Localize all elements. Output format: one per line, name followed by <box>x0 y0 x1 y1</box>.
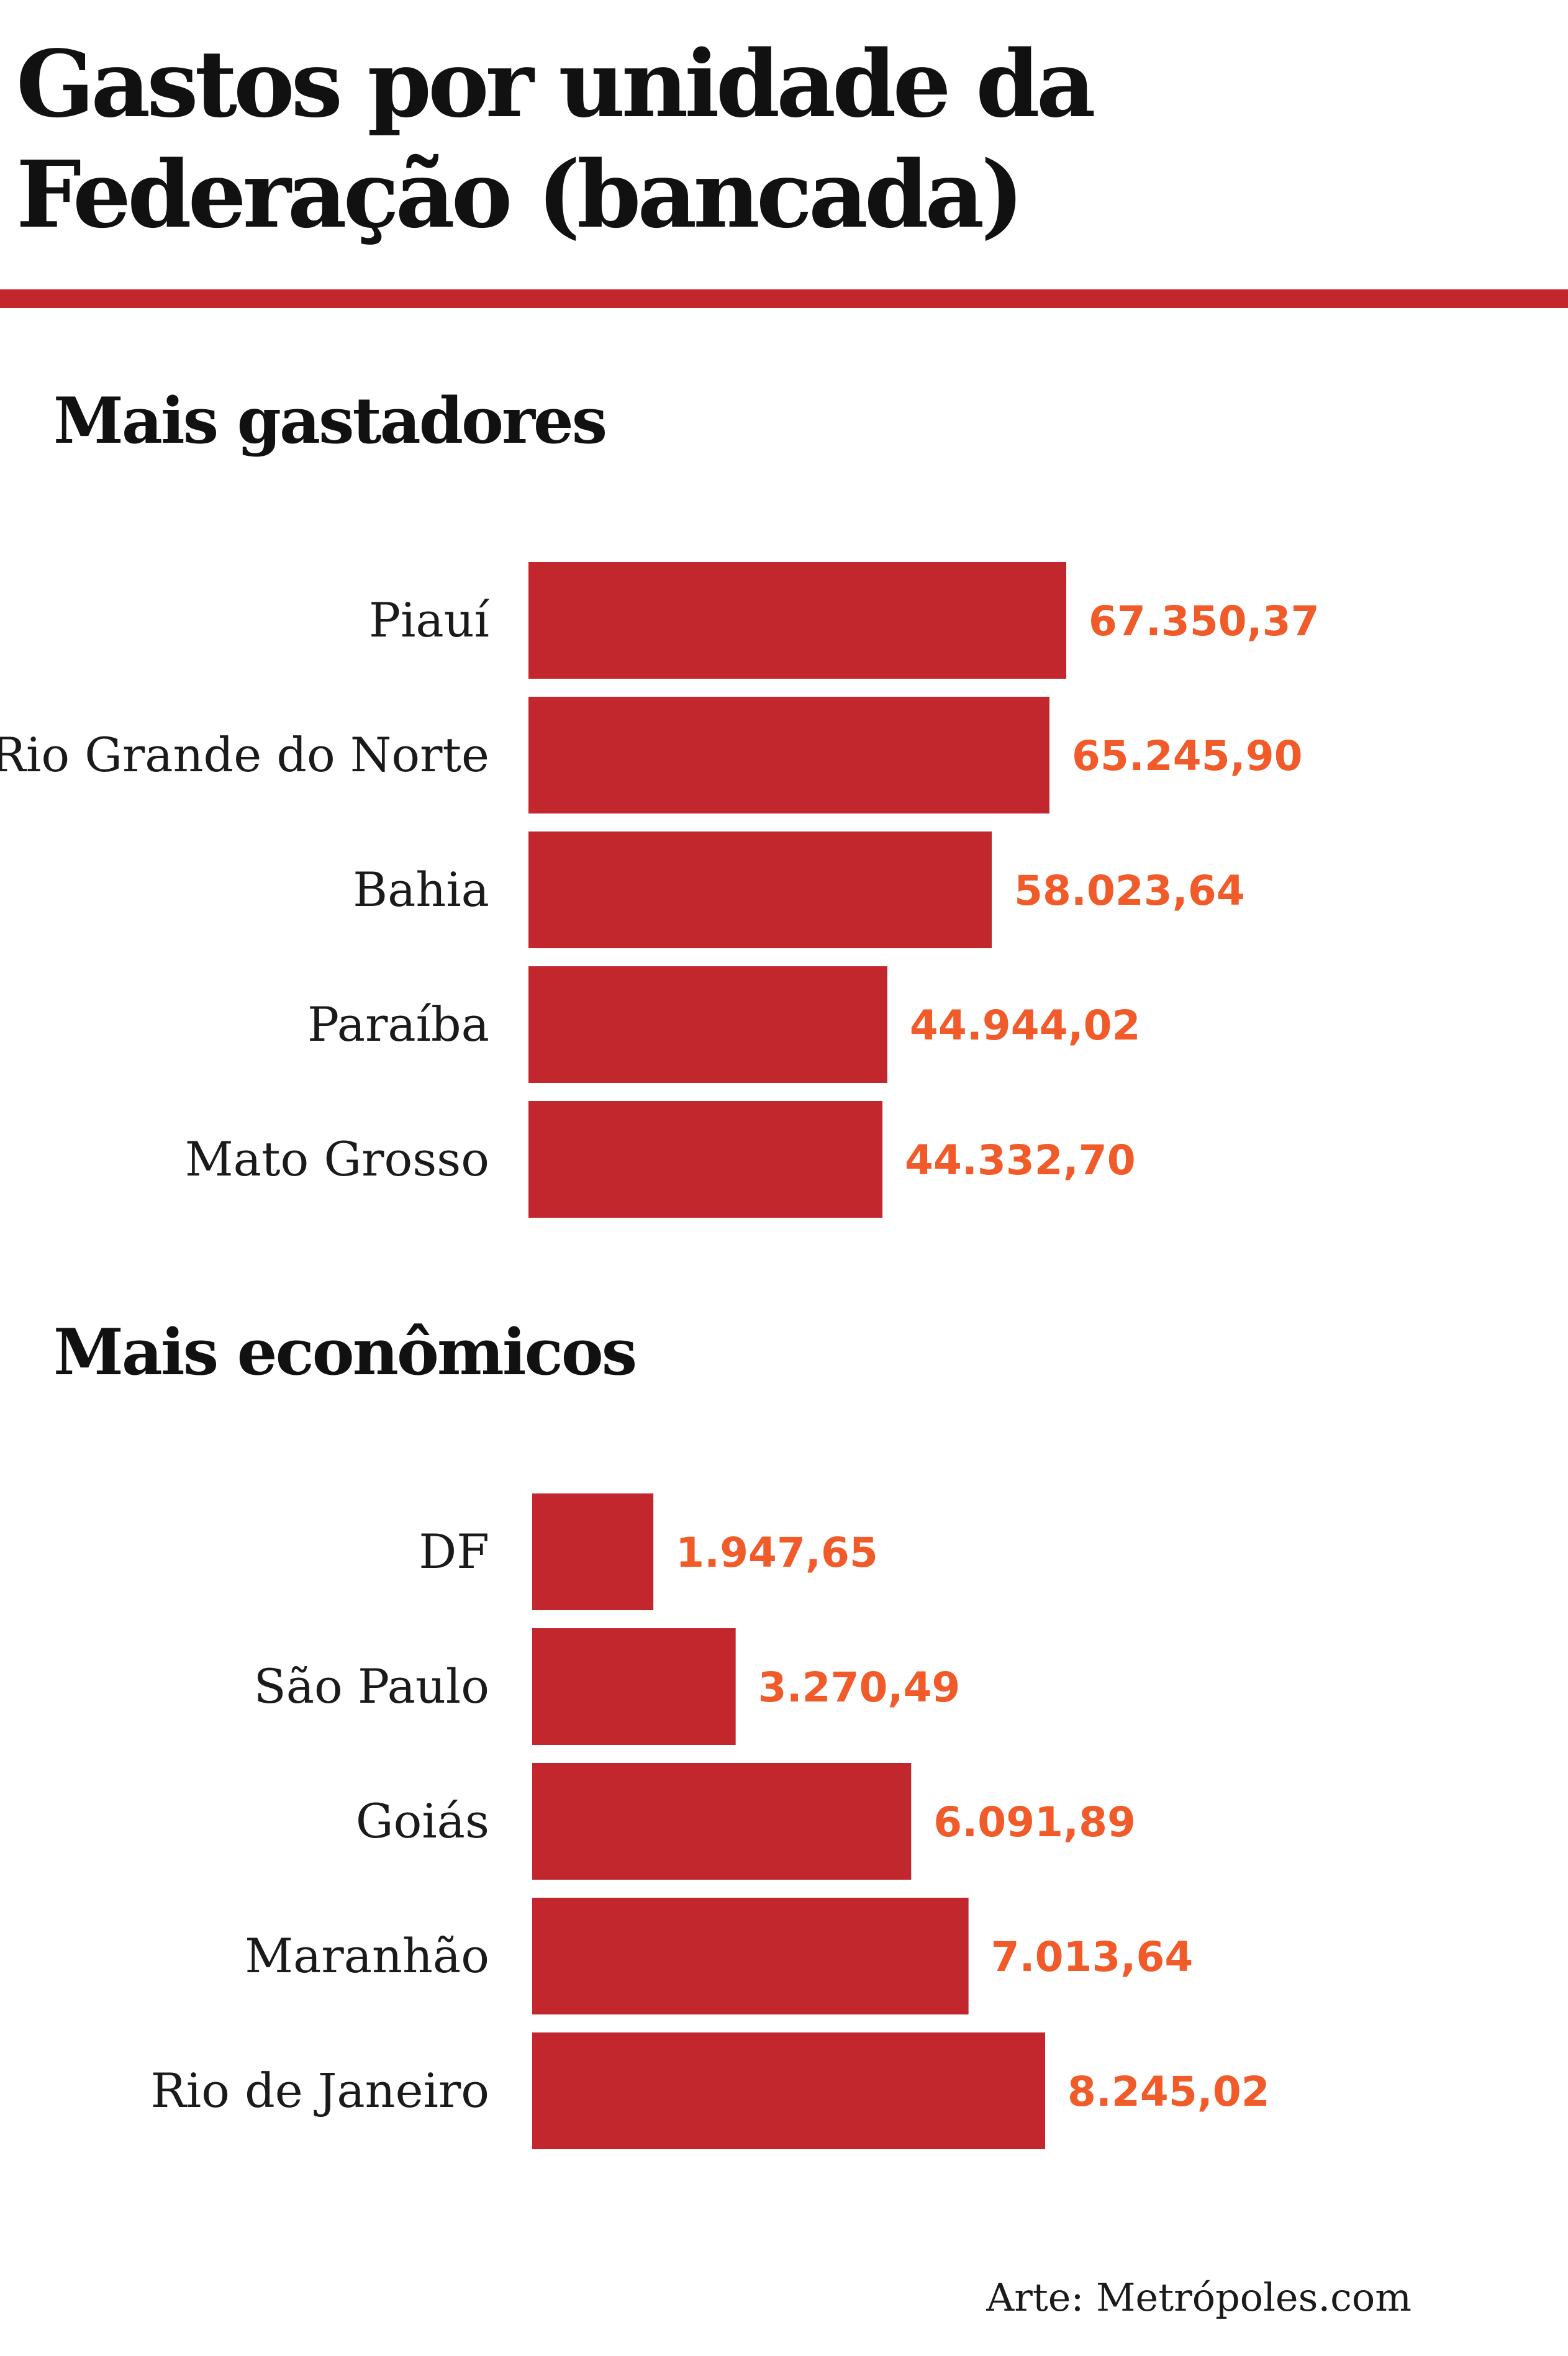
title-divider <box>0 289 1568 308</box>
category-label: Piauí <box>369 592 490 648</box>
data-label: 1.947,65 <box>676 1529 878 1577</box>
category-label: DF <box>419 1524 489 1579</box>
data-label: 44.944,02 <box>910 1002 1141 1049</box>
bar <box>532 1898 969 2014</box>
bar <box>528 966 887 1083</box>
data-label: 44.332,70 <box>905 1136 1136 1184</box>
bar-chart-most-economical: DF 1.947,65 São Paulo 3.270,49 Goiás 6.091,89… <box>151 1493 1270 2149</box>
bar <box>532 1493 654 1610</box>
data-label: 8.245,02 <box>1067 2068 1270 2116</box>
category-label: Goiás <box>356 1793 489 1849</box>
bar <box>528 831 992 948</box>
credit-text: Arte: Metrópoles.com <box>986 2275 1412 2320</box>
data-label: 3.270,49 <box>758 1664 961 1711</box>
category-label: Maranhão <box>245 1928 489 1983</box>
data-label: 67.350,37 <box>1089 597 1320 645</box>
category-label: São Paulo <box>254 1659 489 1714</box>
bar <box>532 1763 912 1880</box>
data-label: 65.245,90 <box>1072 732 1303 780</box>
bar <box>528 1101 883 1218</box>
category-label: Paraíba <box>307 997 489 1052</box>
category-label: Rio de Janeiro <box>151 2063 489 2118</box>
category-label: Bahia <box>353 862 489 917</box>
bar <box>528 697 1049 813</box>
bar-chart-top-spenders: Piauí 67.350,37 Rio Grande do Norte 65.245,… <box>0 562 1320 1218</box>
data-label: 6.091,89 <box>933 1798 1136 1846</box>
data-label: 7.013,64 <box>991 1933 1194 1981</box>
bar <box>532 1628 736 1745</box>
page-title: Gastos por unidade da Federação (bancada… <box>16 30 1096 248</box>
section-title-top-spenders: Mais gastadores <box>53 384 607 458</box>
bar <box>528 562 1066 679</box>
bar <box>532 2032 1045 2149</box>
section-title-most-economical: Mais econômicos <box>53 1315 637 1390</box>
data-label: 58.023,64 <box>1014 867 1245 915</box>
category-label: Rio Grande do Norte <box>0 727 489 782</box>
category-label: Mato Grosso <box>185 1131 489 1187</box>
